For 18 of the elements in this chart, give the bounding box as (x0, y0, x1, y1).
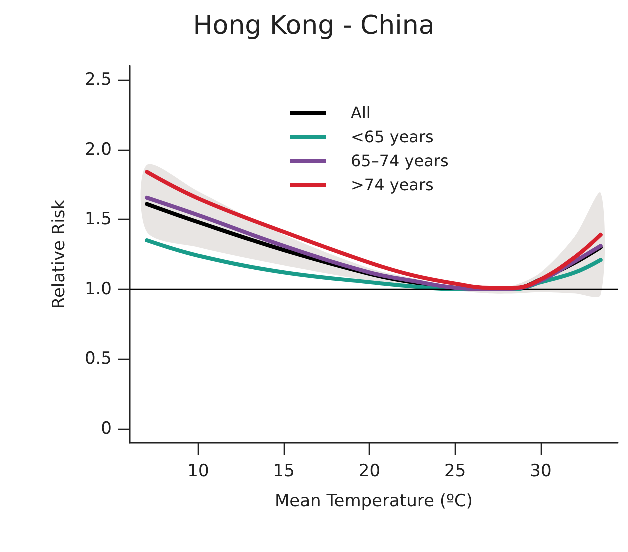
chart-title: Hong Kong - China (193, 11, 435, 41)
y-tick-label: 2.0 (84, 140, 112, 160)
x-axis-title: Mean Temperature (ºC) (275, 492, 473, 512)
y-tick-label: 0.5 (84, 349, 112, 370)
legend-label: 65–74 years (351, 152, 449, 170)
y-tick-label: 1.0 (84, 279, 112, 300)
y-tick-label: 0 (101, 419, 112, 440)
legend-label: All (351, 104, 371, 122)
x-tick-label: 25 (444, 462, 466, 482)
x-tick-label: 30 (530, 462, 552, 482)
y-tick-label: 2.5 (84, 70, 112, 90)
x-tick-label: 20 (358, 462, 381, 482)
legend-label: <65 years (351, 128, 434, 146)
y-axis-title: Relative Risk (50, 200, 70, 310)
legend-label: >74 years (351, 176, 434, 194)
x-tick-label: 15 (273, 462, 295, 482)
y-tick-label: 1.5 (84, 210, 112, 230)
x-tick-label: 10 (188, 462, 210, 482)
